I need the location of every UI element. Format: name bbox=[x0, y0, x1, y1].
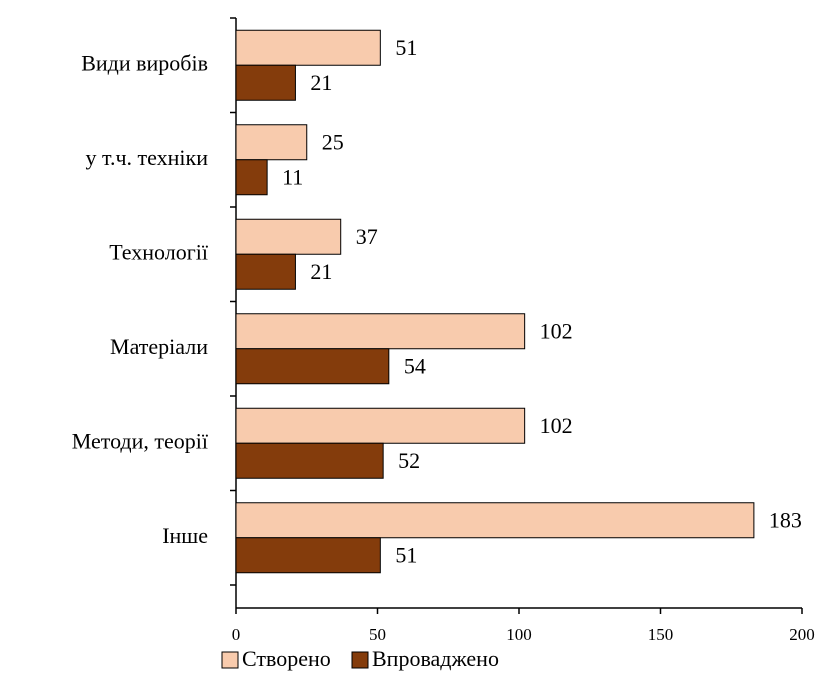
data-label: 21 bbox=[310, 70, 332, 95]
bar bbox=[235, 218, 342, 255]
bar bbox=[235, 253, 296, 290]
y-tick-label: Матеріали bbox=[110, 334, 208, 359]
legend-label: Впроваджено bbox=[372, 646, 499, 671]
legend-label: Створено bbox=[242, 646, 331, 671]
bar bbox=[235, 313, 526, 350]
y-tick-label: Інше bbox=[162, 523, 208, 548]
bar bbox=[235, 502, 755, 539]
x-tick-label: 50 bbox=[369, 625, 386, 644]
data-label: 102 bbox=[540, 318, 573, 343]
bar bbox=[235, 348, 390, 385]
data-label: 37 bbox=[356, 224, 378, 249]
bar bbox=[235, 124, 308, 161]
y-tick-label: Технології bbox=[109, 239, 209, 264]
x-tick-label: 150 bbox=[648, 625, 674, 644]
legend-swatch bbox=[221, 651, 239, 669]
x-tick-label: 100 bbox=[506, 625, 532, 644]
data-label: 102 bbox=[540, 413, 573, 438]
data-label: 51 bbox=[395, 542, 417, 567]
data-label: 21 bbox=[310, 259, 332, 284]
bar bbox=[235, 407, 526, 444]
y-tick-label: у т.ч. техніки bbox=[86, 145, 209, 170]
data-label: 51 bbox=[395, 35, 417, 60]
y-tick-label: Методи, теорії bbox=[72, 428, 209, 453]
legend-swatch bbox=[351, 651, 369, 669]
y-tick-label: Види виробів bbox=[81, 50, 208, 75]
bar bbox=[235, 29, 381, 66]
bar bbox=[235, 159, 268, 196]
bar bbox=[235, 64, 296, 101]
bar bbox=[235, 442, 384, 479]
x-tick-label: 200 bbox=[789, 625, 815, 644]
data-label: 54 bbox=[404, 353, 426, 378]
bar bbox=[235, 537, 381, 574]
x-tick-label: 0 bbox=[232, 625, 241, 644]
data-label: 52 bbox=[398, 448, 420, 473]
data-label: 11 bbox=[282, 164, 303, 189]
data-label: 183 bbox=[769, 507, 802, 532]
data-label: 25 bbox=[322, 129, 344, 154]
